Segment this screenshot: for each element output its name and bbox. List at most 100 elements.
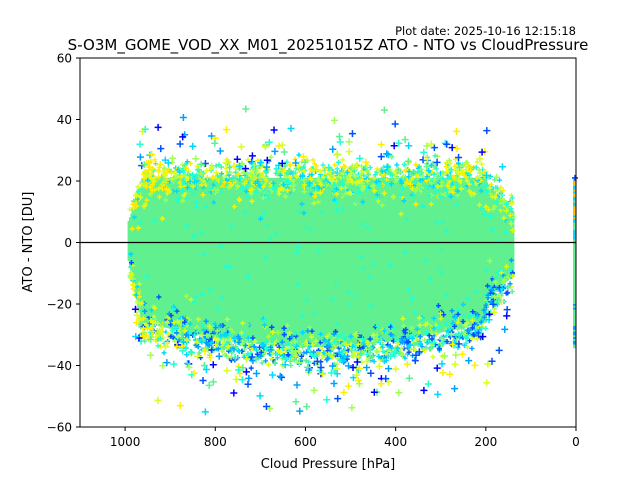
data-point — [340, 304, 346, 310]
data-point — [176, 140, 184, 148]
data-point — [296, 163, 302, 169]
data-point — [485, 283, 491, 289]
data-point — [263, 168, 269, 174]
data-point — [387, 352, 395, 360]
data-point — [380, 316, 386, 322]
data-point — [168, 313, 174, 319]
data-point — [456, 178, 462, 184]
data-point — [429, 180, 435, 186]
x-tick-label: 600 — [294, 435, 317, 449]
data-point — [362, 158, 370, 166]
data-point — [143, 184, 149, 190]
data-point — [336, 349, 342, 355]
data-point — [142, 308, 148, 314]
data-point — [448, 167, 454, 173]
data-point — [390, 142, 398, 150]
data-point — [359, 168, 365, 174]
data-point — [379, 339, 385, 345]
zero-pressure-point — [573, 320, 576, 323]
data-point — [473, 164, 479, 170]
data-point — [499, 196, 505, 202]
data-point — [376, 353, 382, 359]
data-point — [254, 351, 260, 357]
data-point — [184, 352, 190, 358]
data-point — [310, 342, 316, 348]
data-point — [433, 364, 441, 372]
data-point — [458, 262, 464, 268]
data-point — [451, 385, 459, 393]
data-point — [376, 253, 382, 259]
data-point — [181, 193, 187, 199]
data-point — [265, 188, 271, 194]
data-point — [287, 162, 293, 168]
data-point — [395, 183, 401, 189]
data-point — [242, 165, 250, 173]
data-point — [179, 187, 185, 193]
data-point — [227, 264, 233, 270]
data-point — [330, 379, 338, 387]
zero-pressure-point — [573, 229, 576, 233]
data-point — [416, 315, 422, 321]
data-point — [188, 161, 194, 167]
data-point — [345, 289, 351, 295]
data-point — [222, 352, 228, 358]
data-point — [432, 153, 438, 159]
data-point — [322, 195, 328, 201]
zero-pressure-point — [573, 261, 576, 264]
data-point — [293, 381, 301, 389]
data-point — [507, 212, 513, 218]
data-point — [367, 346, 373, 352]
data-point — [260, 194, 266, 200]
data-point — [348, 176, 354, 182]
data-point — [278, 177, 284, 183]
zero-pressure-point — [573, 331, 576, 334]
data-point — [365, 342, 371, 348]
data-point — [416, 329, 422, 335]
data-point — [190, 369, 198, 377]
data-point — [179, 198, 185, 204]
data-point — [496, 237, 502, 243]
data-point — [176, 402, 184, 410]
data-point — [390, 325, 396, 331]
data-point — [139, 300, 145, 306]
data-point — [383, 163, 391, 171]
data-point — [428, 276, 434, 282]
data-point — [484, 268, 490, 274]
data-point — [492, 173, 500, 181]
data-point — [403, 167, 409, 173]
data-point — [440, 341, 446, 347]
data-point — [392, 365, 400, 373]
data-point — [371, 175, 377, 181]
data-point — [288, 362, 294, 368]
data-point — [385, 347, 391, 353]
data-point — [352, 187, 358, 193]
data-point — [133, 311, 141, 319]
data-point — [473, 288, 479, 294]
data-point — [194, 352, 202, 360]
data-point — [435, 173, 441, 179]
zero-pressure-point — [573, 312, 576, 316]
data-point — [509, 195, 515, 201]
zero-pressure-point — [573, 216, 576, 220]
data-point — [192, 332, 198, 338]
data-point — [478, 313, 484, 319]
data-point — [464, 163, 472, 171]
data-point — [237, 143, 245, 151]
data-point — [248, 152, 256, 160]
data-point — [209, 378, 217, 386]
zero-pressure-point — [573, 250, 576, 253]
data-point — [344, 382, 352, 390]
data-point — [223, 367, 231, 375]
data-point — [424, 184, 430, 190]
data-point — [431, 325, 437, 331]
data-point — [161, 350, 167, 356]
data-point — [244, 183, 250, 189]
data-point — [355, 184, 361, 190]
data-point — [193, 199, 199, 205]
data-point — [478, 188, 484, 194]
data-point — [188, 349, 194, 355]
data-point — [147, 351, 155, 359]
data-point — [189, 313, 195, 319]
data-point — [461, 179, 467, 185]
data-point — [340, 157, 346, 163]
